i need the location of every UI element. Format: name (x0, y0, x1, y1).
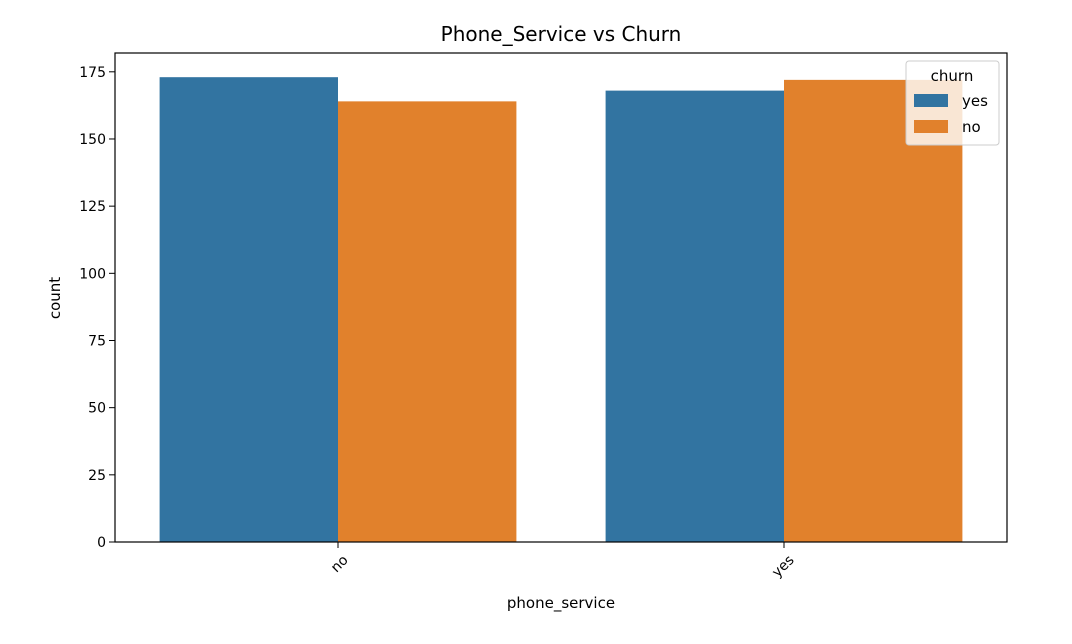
legend-label-no: no (962, 118, 981, 136)
x-tick-label: no (328, 552, 352, 576)
y-tick-label: 25 (88, 468, 106, 484)
y-axis-ticks: 0 25 50 75 100 125 150 175 (79, 65, 115, 551)
y-tick-label: 75 (88, 333, 106, 349)
plot-frame (114, 52, 1008, 543)
legend-swatch-yes (914, 94, 948, 107)
bar-yes-churn-yes (605, 90, 784, 542)
x-axis-ticks: no yes (328, 542, 798, 581)
y-tick-label: 50 (88, 401, 106, 417)
x-tick-label: yes (769, 552, 797, 580)
y-tick-label: 175 (79, 65, 106, 81)
bar-no-churn-no (338, 101, 517, 542)
y-tick-label: 150 (79, 132, 106, 148)
y-tick-label: 100 (79, 266, 106, 282)
bar-yes-churn-no (784, 79, 963, 542)
legend-entries: yes no (914, 92, 988, 136)
legend-title: churn (931, 67, 974, 85)
y-tick-label: 125 (79, 199, 106, 215)
legend-label-yes: yes (962, 92, 988, 110)
y-tick-label: 0 (97, 535, 106, 551)
x-axis-label: phone_service (507, 594, 615, 613)
legend: churn yes no (905, 60, 1000, 146)
y-axis-label: count (46, 277, 64, 319)
legend-swatch-no (914, 120, 948, 133)
bar-no-churn-yes (159, 77, 338, 542)
chart-title: Phone_Service vs Churn (441, 22, 682, 46)
bars (159, 77, 963, 542)
